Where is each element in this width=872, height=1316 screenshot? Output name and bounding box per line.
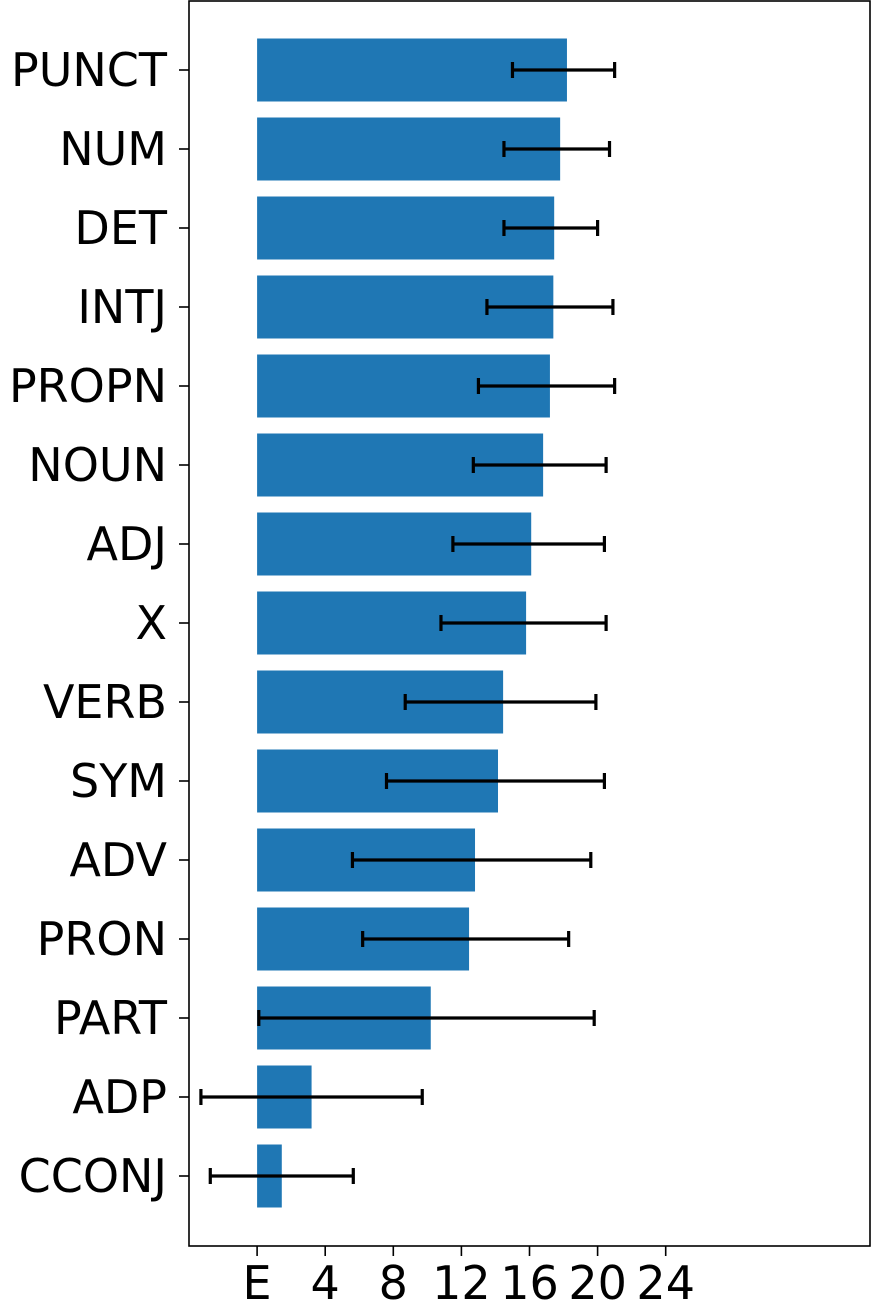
y-axis: PUNCT NUM DET INTJ PROPN NOUN ADJ X VERB SYM ADV PR… [9,43,189,1203]
x-axis: E 4 8 12 16 20 24 [243,1246,695,1310]
y-tick-label-det: DET [74,201,167,255]
y-tick-label-adp: ADP [72,1070,167,1124]
x-tick-label-4: 4 [311,1256,340,1310]
y-tick-label-num: NUM [59,122,167,176]
y-tick-label-sym: SYM [70,754,167,808]
y-tick-label-part: PART [54,991,168,1045]
x-tick-label-8: 8 [379,1256,408,1310]
y-tick-label-intj: INTJ [77,280,167,334]
x-tick-label-0: E [243,1256,272,1310]
x-tick-label-24: 24 [636,1256,695,1310]
x-tick-label-16: 16 [500,1256,559,1310]
x-tick-label-20: 20 [568,1256,627,1310]
x-tick-label-12: 12 [432,1256,491,1310]
y-tick-label-adj: ADJ [87,517,167,571]
y-tick-label-cconj: CCONJ [19,1149,167,1203]
y-tick-label-noun: NOUN [28,438,167,492]
y-tick-label-punct: PUNCT [11,43,168,97]
y-tick-label-x: X [135,596,167,650]
y-tick-label-verb: VERB [43,675,167,729]
y-tick-label-pron: PRON [37,912,167,966]
y-tick-label-adv: ADV [69,833,167,887]
error-bars-group [199,62,617,1184]
y-tick-label-propn: PROPN [9,359,167,413]
